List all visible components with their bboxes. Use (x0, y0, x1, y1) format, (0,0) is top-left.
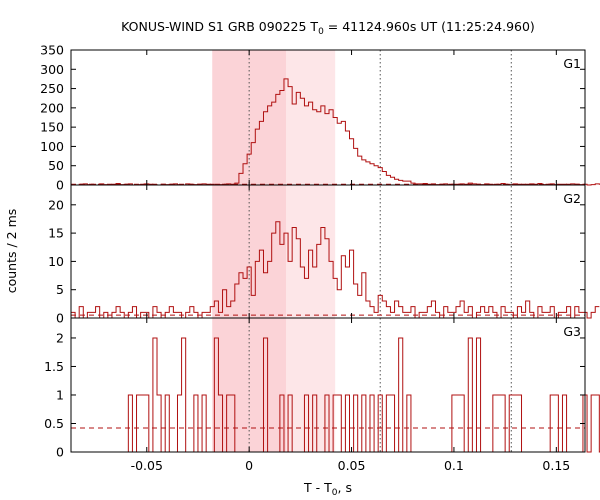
y-tick-label: 20 (48, 197, 64, 212)
y-tick-label: 50 (48, 158, 64, 173)
panel-frame (70, 317, 586, 453)
y-tick-label: 0 (56, 178, 64, 193)
y-tick-label: 15 (48, 226, 64, 241)
y-tick-label: 2 (56, 330, 64, 345)
y-tick-label: 150 (40, 120, 64, 135)
y-tick-label: 0.5 (44, 416, 64, 431)
panel-g2: 0 5 10 15 20 G2 (48, 184, 600, 326)
y-tick-label: 5 (56, 282, 64, 297)
histogram-g3 (71, 337, 600, 453)
y-tick-label: 0 (56, 445, 64, 460)
x-tick-label: 0.1 (444, 458, 464, 473)
y-tick-label: 0 (56, 311, 64, 326)
y-tick-label: 100 (40, 139, 64, 154)
panel-label-g1: G1 (563, 56, 581, 71)
y-tick-label: 300 (40, 62, 64, 77)
y-axis-label: counts / 2 ms (4, 209, 19, 294)
x-tick-label: -0.05 (131, 458, 163, 473)
y-tick-label: 1 (56, 387, 64, 402)
y-tick-label: 250 (40, 81, 64, 96)
y-tick-label: 1.5 (44, 359, 64, 374)
y-tick-label: 10 (48, 254, 64, 269)
y-tick-label: 200 (40, 100, 64, 115)
x-tick-label: 0.05 (338, 458, 366, 473)
x-tick-label: 0 (245, 458, 253, 473)
chart-title: KONUS-WIND S1 GRB 090225 T0 = 41124.960s… (121, 19, 535, 37)
x-tick-label: 0.15 (542, 458, 570, 473)
x-axis-label: T - T0, s (303, 480, 352, 498)
histogram-g2 (71, 221, 600, 319)
histogram-g1 (71, 78, 600, 186)
panel-label-g3: G3 (563, 324, 581, 339)
y-tick-label: 350 (40, 43, 64, 58)
x-axis: -0.05 0 0.05 0.1 0.15 (131, 458, 571, 473)
panel-g3: 0 0.5 1 1.5 2 G3 (44, 317, 600, 460)
panels: 0 50 100 150 200 250 300 350 G1 0 5 10 15 20 G2 0 0.5 1 1.… (40, 43, 600, 460)
panel-label-g2: G2 (563, 191, 581, 206)
vertical-guides (248, 50, 512, 452)
